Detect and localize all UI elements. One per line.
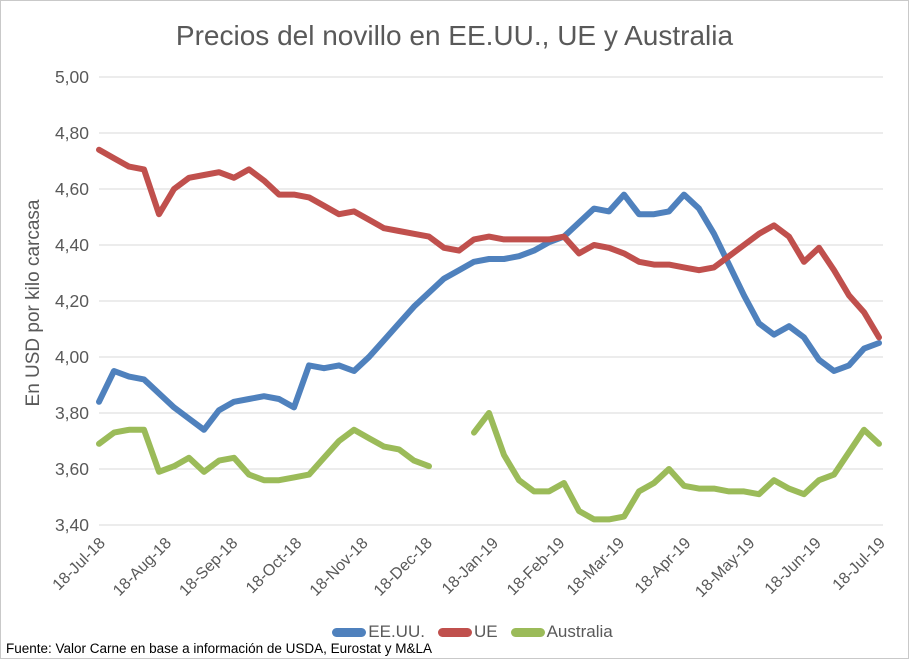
x-tick-label: 18-Sep-18 [176, 535, 241, 600]
source-note: Fuente: Valor Carne en base a informació… [6, 641, 432, 656]
chart-title: Precios del novillo en EE.UU., UE y Aust… [175, 20, 734, 51]
x-tick-label: 18-Jul-19 [830, 535, 889, 594]
eeuu-series-swatch-icon [332, 627, 367, 637]
y-tick-label: 3,60 [55, 459, 89, 479]
x-tick-label: 18-Feb-19 [504, 535, 568, 599]
y-tick-label: 4,20 [55, 291, 89, 311]
y-tick-label: 4,60 [55, 179, 89, 199]
x-tick-label: 18-Oct-18 [243, 535, 305, 597]
y-tick-label: 3,40 [55, 515, 89, 535]
x-tick-label: 18-Jul-18 [50, 535, 109, 594]
series-line-ue [96, 146, 882, 341]
legend-label-australia: Australia [546, 622, 613, 641]
x-tick-label: 18-Mar-19 [564, 535, 628, 599]
x-tick-label: 18-Aug-18 [110, 535, 175, 600]
y-tick-label: 3,80 [55, 403, 89, 423]
y-axis-title: En USD por kilo carcasa [23, 199, 44, 407]
x-tick-label: 18-Dec-18 [371, 535, 436, 600]
x-tick-label: 18-May-19 [692, 535, 758, 601]
x-tick-label: 18-Jun-19 [762, 535, 825, 598]
series-line-eeuu [96, 191, 882, 433]
x-tick-label: 18-Apr-19 [632, 535, 694, 597]
australia-series-swatch-icon [510, 627, 545, 637]
y-tick-label: 4,40 [55, 235, 89, 255]
x-tick-label: 18-Jan-19 [439, 535, 502, 598]
legend-item-eeuu: EE.UU. [332, 622, 425, 642]
y-tick-label: 4,80 [55, 123, 89, 143]
x-tick-label: 18-Nov-18 [307, 535, 372, 600]
legend-item-ue: UE [437, 622, 498, 642]
legend-label-eeuu: EE.UU. [368, 622, 425, 641]
legend: EE.UU. UE Australia [19, 622, 908, 642]
series-line-australia [96, 410, 882, 523]
legend-label-ue: UE [473, 622, 498, 641]
legend-item-australia: Australia [510, 622, 613, 642]
y-tick-label: 4,00 [55, 347, 89, 367]
y-tick-label: 5,00 [55, 67, 89, 87]
ue-series-swatch-icon [437, 627, 472, 637]
